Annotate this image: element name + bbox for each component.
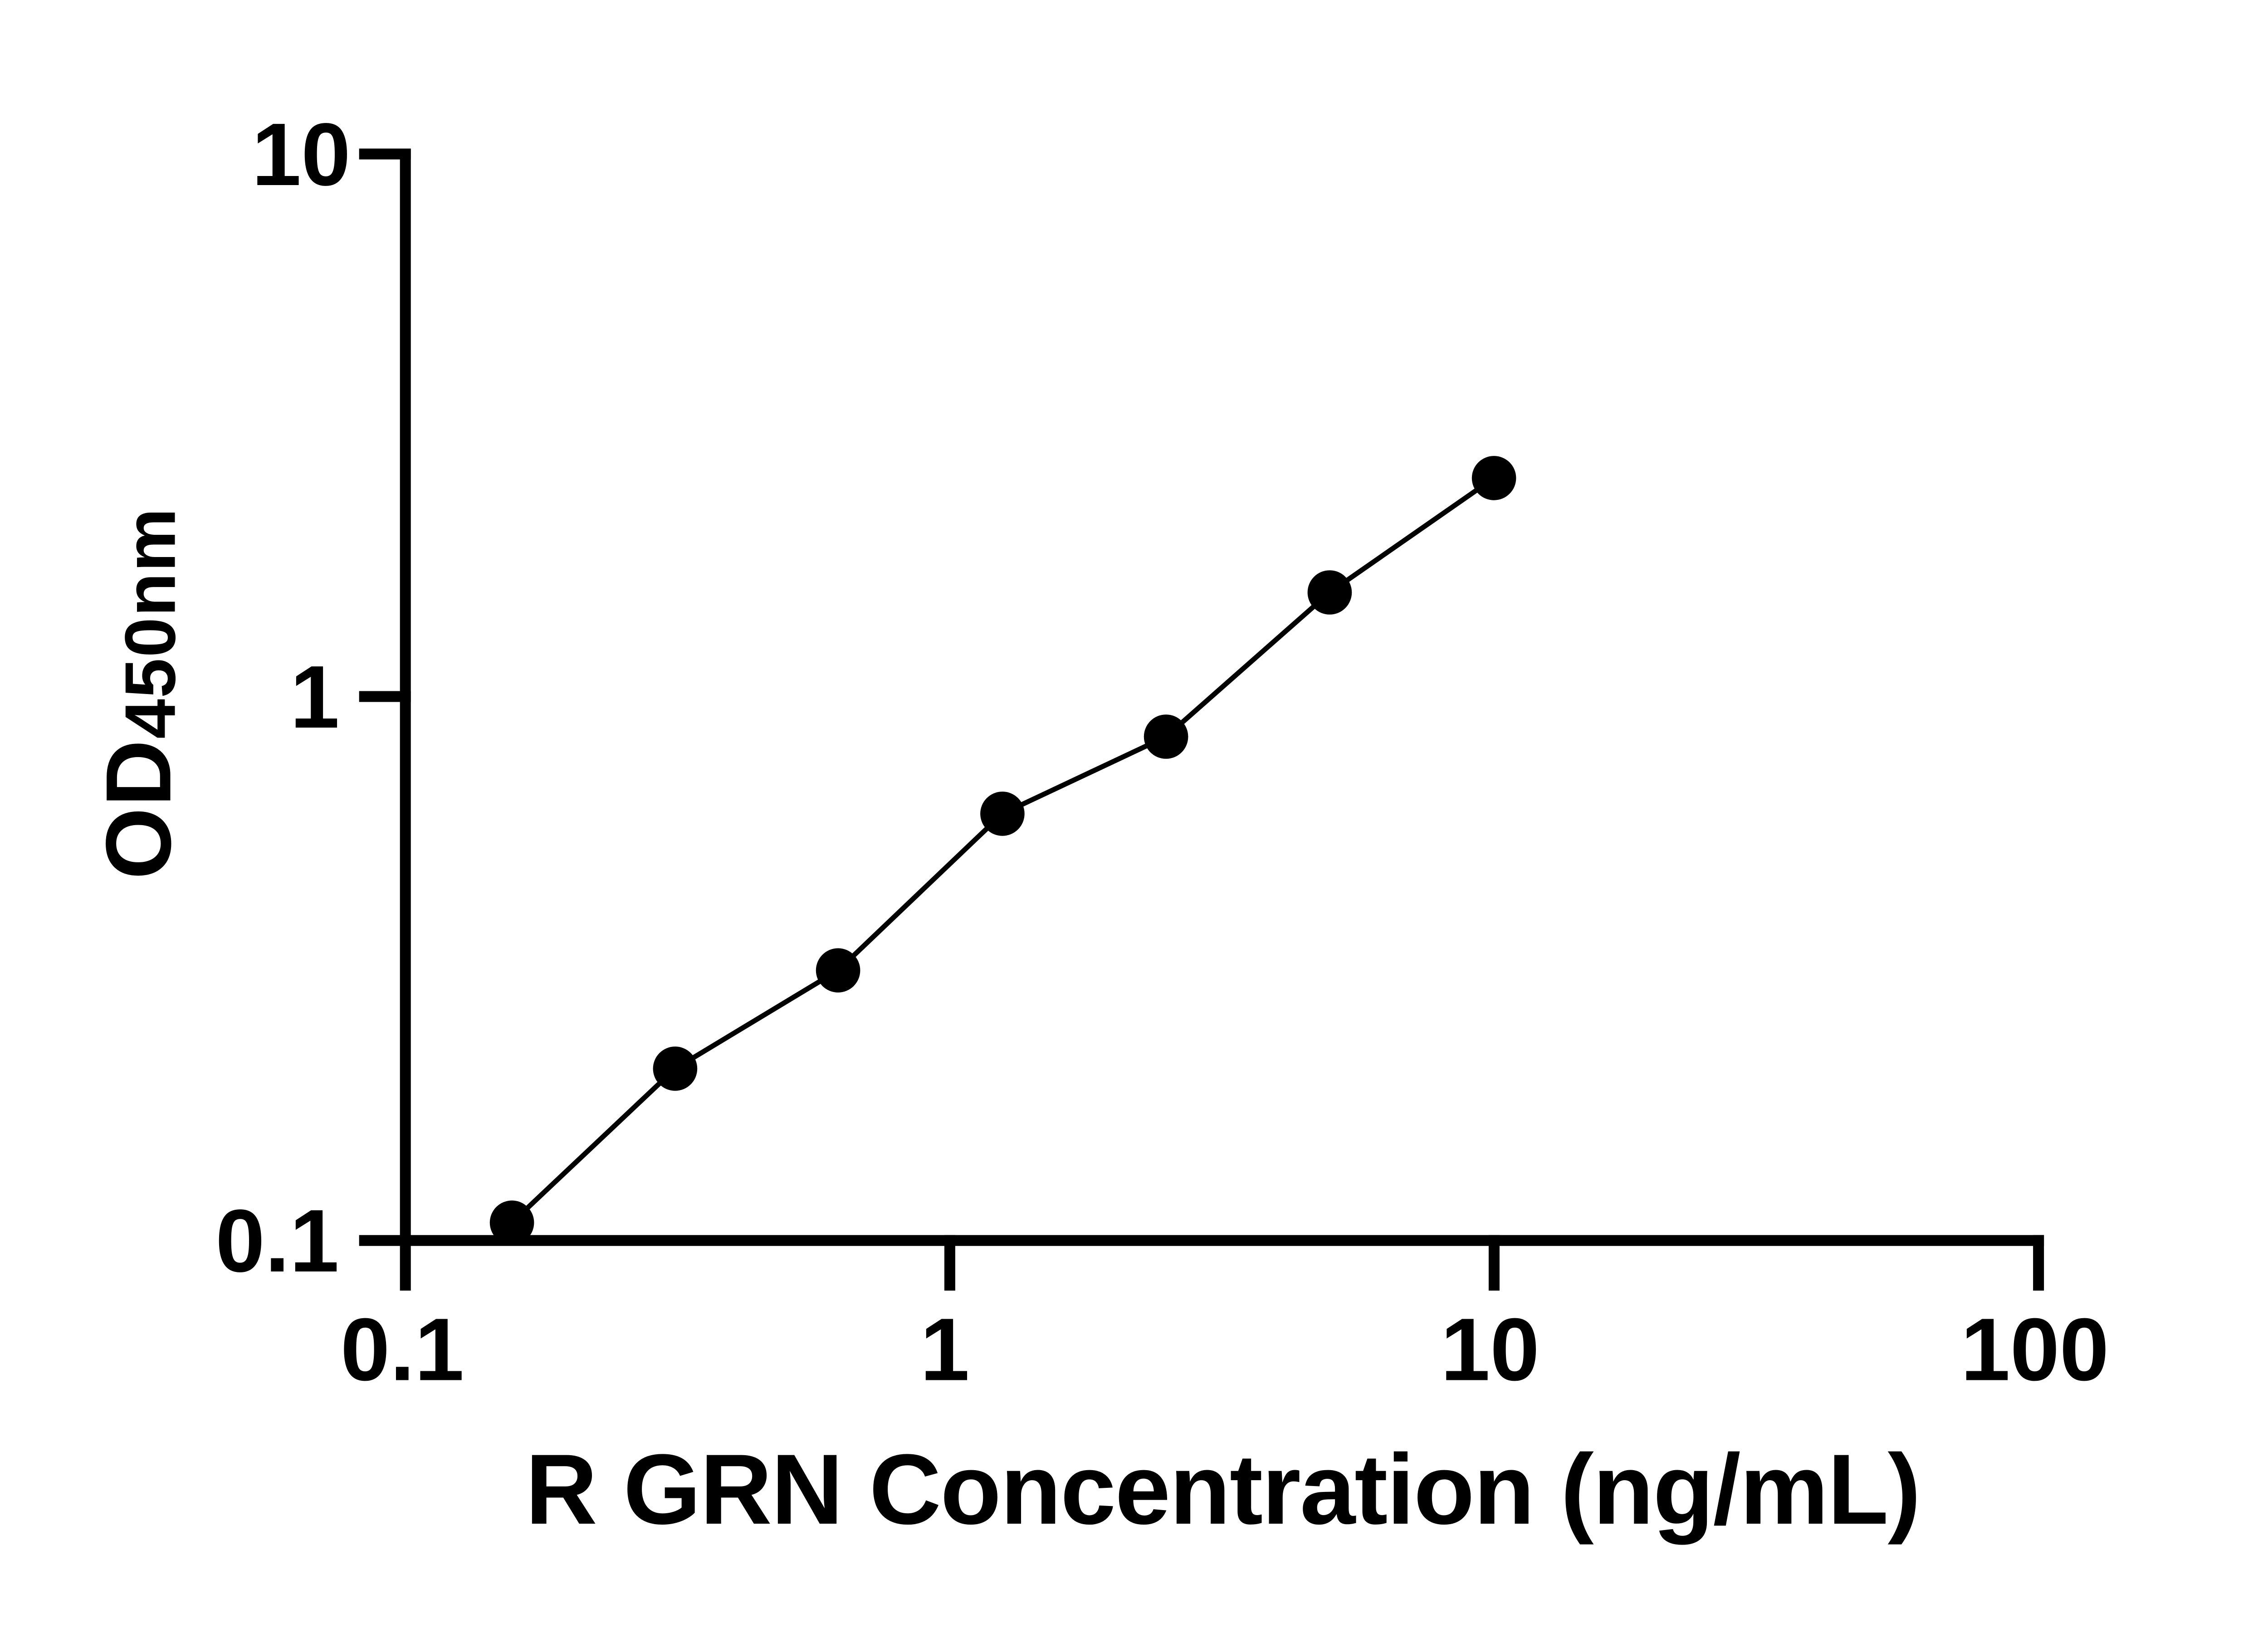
svg-text:1: 1 [920, 1300, 969, 1399]
svg-text:10: 10 [252, 105, 351, 204]
svg-text:0.1: 0.1 [341, 1300, 464, 1399]
svg-text:10: 10 [1441, 1300, 1540, 1399]
svg-text:R GRN Concentration (ng/mL): R GRN Concentration (ng/mL) [525, 1433, 1920, 1545]
svg-text:100: 100 [1960, 1300, 2109, 1399]
svg-text:0.1: 0.1 [215, 1191, 339, 1291]
svg-text:1: 1 [290, 647, 339, 747]
svg-text:OD450nm: OD450nm [87, 507, 191, 880]
